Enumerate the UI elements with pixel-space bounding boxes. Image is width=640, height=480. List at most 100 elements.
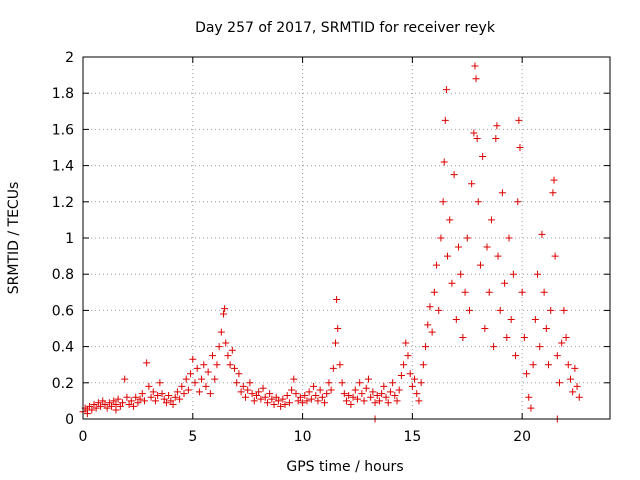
data-point (222, 339, 230, 347)
data-point (444, 252, 452, 260)
data-point (437, 234, 445, 242)
data-point (534, 270, 542, 278)
data-point (516, 144, 524, 151)
data-point (448, 279, 456, 287)
data-point (169, 401, 177, 409)
data-point (145, 382, 153, 390)
data-point (130, 402, 138, 410)
data-point (483, 243, 491, 251)
data-point (248, 390, 256, 398)
data-point (406, 370, 414, 378)
data-point (356, 379, 364, 387)
data-point (527, 404, 535, 412)
data-point (290, 375, 298, 383)
data-point (277, 402, 285, 410)
data-point (213, 361, 221, 369)
data-point (452, 315, 460, 323)
data-point (386, 388, 394, 396)
data-point (465, 306, 473, 314)
x-tick-label: 5 (188, 429, 197, 445)
data-point (147, 393, 155, 401)
data-point (261, 393, 269, 401)
data-point (310, 382, 318, 390)
x-tick-label: 15 (403, 429, 421, 445)
data-point (136, 395, 144, 403)
data-point (215, 343, 223, 351)
data-point (509, 270, 517, 278)
data-point (340, 390, 348, 398)
data-point (389, 379, 397, 387)
y-tick-label: 0.4 (52, 340, 74, 356)
data-point (503, 334, 511, 342)
data-point (542, 325, 550, 332)
data-point (252, 391, 260, 399)
data-point (459, 334, 467, 342)
data-point (397, 372, 405, 380)
data-point (294, 397, 302, 405)
data-point (473, 134, 481, 142)
data-point (180, 390, 188, 398)
data-point (538, 230, 546, 238)
data-point (373, 391, 381, 399)
data-point (167, 397, 175, 405)
data-point (99, 397, 107, 405)
data-point (496, 306, 504, 314)
data-point (329, 364, 337, 372)
data-point (440, 158, 448, 166)
data-point (226, 361, 234, 369)
y-tick-label: 0.6 (52, 303, 74, 319)
data-point (83, 410, 91, 418)
data-point (333, 296, 341, 304)
data-point (158, 390, 166, 398)
data-point (457, 270, 465, 278)
data-point (221, 305, 229, 313)
data-point (498, 189, 506, 197)
data-point (178, 382, 186, 390)
data-point (395, 386, 403, 394)
data-point (257, 395, 265, 403)
data-point (345, 391, 353, 399)
data-point (259, 384, 267, 392)
data-point (171, 393, 179, 401)
data-point (351, 386, 359, 394)
x-axis-label: GPS time / hours (286, 459, 403, 475)
data-point (239, 382, 247, 390)
data-point (514, 198, 522, 206)
data-point (211, 375, 219, 383)
data-point (336, 361, 344, 369)
data-point (529, 361, 537, 369)
data-point (281, 401, 289, 409)
data-point (209, 352, 217, 360)
data-point (110, 397, 118, 405)
data-point (132, 393, 140, 401)
data-point (380, 382, 388, 390)
data-point (512, 352, 520, 360)
data-point (292, 390, 300, 398)
plot-frame (82, 56, 611, 420)
data-point (566, 375, 574, 383)
data-point (312, 391, 320, 399)
data-point (375, 397, 383, 405)
y-axis-label: SRMTID / TECUs (6, 182, 22, 295)
data-point (138, 390, 146, 398)
data-point (94, 399, 102, 407)
data-point (422, 343, 430, 351)
data-point (97, 402, 105, 410)
data-point (123, 393, 131, 401)
data-point (492, 134, 500, 142)
data-point (353, 395, 361, 403)
data-point (217, 328, 225, 336)
data-point (463, 234, 471, 242)
data-point (285, 399, 293, 407)
data-point (323, 390, 331, 398)
data-point (156, 379, 164, 387)
data-point (220, 310, 228, 318)
y-tick-label: 2 (65, 50, 74, 66)
data-point (573, 382, 581, 390)
data-point (413, 390, 421, 398)
data-point (520, 334, 528, 342)
data-point (487, 216, 495, 224)
data-point (316, 386, 324, 394)
data-point (187, 370, 195, 378)
y-tick-label: 0 (65, 412, 74, 428)
